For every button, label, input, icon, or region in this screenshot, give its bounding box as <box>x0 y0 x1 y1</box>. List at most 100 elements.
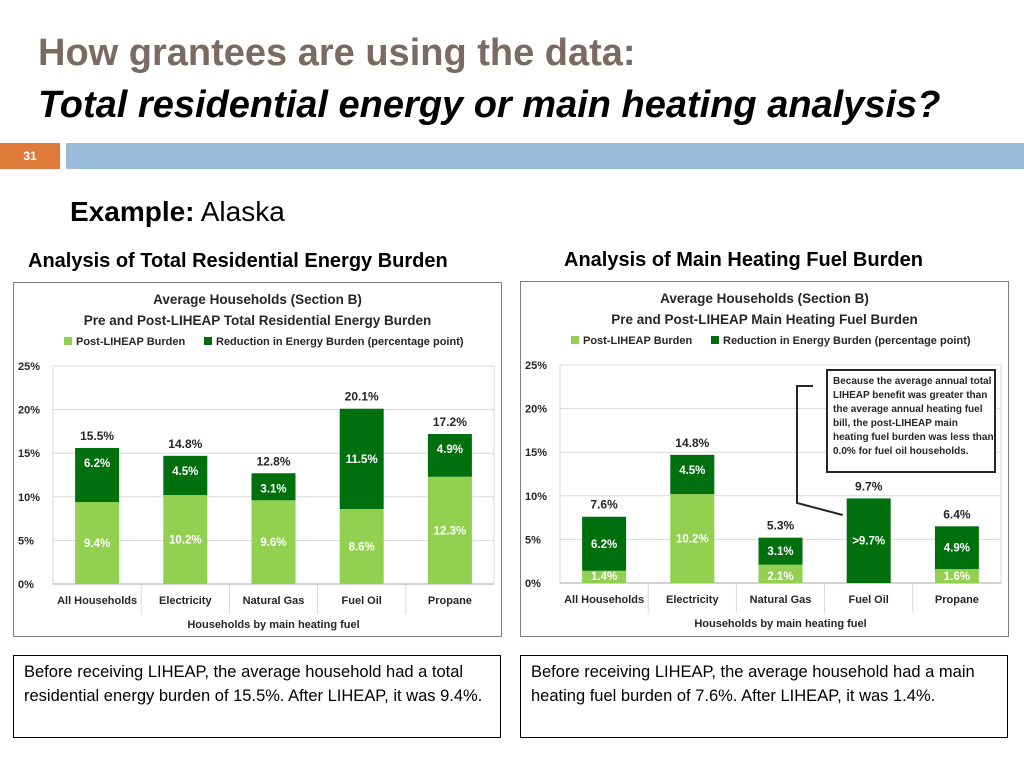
data-label-post-2: 2.1% <box>767 571 793 583</box>
x-tick-label-3: Fuel Oil <box>849 594 889 606</box>
data-label-post-1: 10.2% <box>169 535 202 547</box>
y-tick-label: 20% <box>525 404 547 416</box>
data-label-reduction-4: 4.9% <box>944 543 970 555</box>
data-label-total-1: 14.8% <box>675 436 709 450</box>
data-label-post-3: 8.6% <box>349 542 375 554</box>
bar-reduction-1 <box>670 454 715 495</box>
bar-reduction-3 <box>846 498 891 583</box>
bar-reduction-3 <box>339 408 384 510</box>
legend-label-post: Post-LIHEAP Burden <box>76 336 185 348</box>
y-tick-label: 25% <box>525 360 547 372</box>
x-axis-title: Households by main heating fuel <box>187 619 359 631</box>
data-label-total-4: 6.4% <box>943 507 971 521</box>
chart-total-residential: Average Households (Section B) Pre and Po… <box>13 282 502 637</box>
legend-swatch-post <box>571 336 579 344</box>
data-label-post-0: 1.4% <box>591 571 617 583</box>
annotation-text: Because the average annual total LIHEAP b… <box>833 376 994 457</box>
data-label-reduction-4: 4.9% <box>437 444 463 456</box>
annotation-line: the average annual heating fuel <box>833 404 983 415</box>
data-label-reduction-1: 4.5% <box>679 465 705 477</box>
bar-post-2 <box>251 500 296 584</box>
annotation-line: Because the average annual total <box>833 376 992 387</box>
x-axis-title: Households by main heating fuel <box>694 618 866 630</box>
legend-label-reduction: Reduction in Energy Burden (percentage p… <box>216 336 464 348</box>
chart-main-heating: Average Households (Section B) Pre and Po… <box>520 281 1009 637</box>
y-tick-label: 0% <box>18 579 34 591</box>
bar-reduction-4 <box>934 526 979 570</box>
data-label-total-3: 20.1% <box>345 390 379 404</box>
data-label-post-4: 1.6% <box>944 571 970 583</box>
data-label-total-2: 12.8% <box>256 454 290 468</box>
bar-post-4 <box>934 569 979 583</box>
bar-reduction-2 <box>758 537 803 565</box>
y-tick-label: 25% <box>18 361 40 373</box>
x-tick-label-4: Propane <box>428 595 472 607</box>
note-right: Before receiving LIHEAP, the average hou… <box>520 655 1008 738</box>
example-value: Alaska <box>200 196 285 227</box>
y-tick-label: 5% <box>18 535 34 547</box>
x-tick-label-3: Fuel Oil <box>342 595 382 607</box>
note-left: Before receiving LIHEAP, the average hou… <box>13 655 501 738</box>
annotation-line: LIHEAP benefit was greater than <box>833 390 987 401</box>
x-tick-label-0: All Households <box>564 594 644 606</box>
data-label-total-0: 7.6% <box>590 498 618 512</box>
data-label-total-2: 5.3% <box>767 519 795 533</box>
y-tick-label: 0% <box>525 578 541 590</box>
data-label-total-4: 17.2% <box>433 415 467 429</box>
bar-post-1 <box>163 495 208 584</box>
chart-title: Average Households (Section B) <box>660 291 869 306</box>
bar-post-0 <box>75 502 120 584</box>
data-label-reduction-3: >9.7% <box>852 536 885 548</box>
data-label-total-1: 14.8% <box>168 437 202 451</box>
legend-label-post: Post-LIHEAP Burden <box>583 335 692 347</box>
y-tick-label: 5% <box>525 534 541 546</box>
data-label-reduction-2: 3.1% <box>767 546 793 558</box>
bar-reduction-1 <box>163 455 208 496</box>
annotation-box <box>826 369 996 473</box>
y-tick-label: 20% <box>18 405 40 417</box>
data-label-reduction-1: 4.5% <box>172 466 198 478</box>
y-tick-label: 15% <box>18 448 40 460</box>
x-tick-label-4: Propane <box>935 594 979 606</box>
legend-swatch-reduction <box>711 336 719 344</box>
chart-title: Average Households (Section B) <box>153 292 362 307</box>
y-tick-label: 15% <box>525 447 547 459</box>
bar-reduction-2 <box>251 473 296 501</box>
legend-swatch-reduction <box>204 337 212 345</box>
example-label: Example: <box>70 196 195 227</box>
chart-total-residential-svg: Average Households (Section B) Pre and Po… <box>18 292 495 631</box>
x-tick-label-1: Electricity <box>666 594 719 606</box>
slide-title-line2: Total residential energy or main heating… <box>38 84 941 126</box>
bar-post-1 <box>670 494 715 583</box>
x-tick-label-2: Natural Gas <box>243 595 305 607</box>
legend-label-reduction: Reduction in Energy Burden (percentage p… <box>723 335 971 347</box>
bar-reduction-0 <box>75 447 120 503</box>
annotation-line: heating fuel burden was less than <box>833 432 994 443</box>
data-label-total-0: 15.5% <box>80 429 114 443</box>
data-label-reduction-2: 3.1% <box>260 483 286 495</box>
caption-right: Analysis of Main Heating Fuel Burden <box>564 249 923 271</box>
slide-title-line1: How grantees are using the data: <box>38 32 636 74</box>
example-line: Example: Alaska <box>70 196 285 228</box>
chart-subtitle: Pre and Post-LIHEAP Main Heating Fuel Bu… <box>611 312 918 327</box>
data-label-reduction-3: 11.5% <box>346 454 378 466</box>
chart-main-heating-svg: Average Households (Section B) Pre and Po… <box>525 291 1002 630</box>
bar-post-2 <box>758 564 803 583</box>
data-label-total-3: 9.7% <box>855 479 883 493</box>
annotation-pointer <box>796 385 843 516</box>
bar-post-3 <box>339 509 384 584</box>
chart-subtitle: Pre and Post-LIHEAP Total Residential En… <box>84 313 432 328</box>
y-tick-label: 10% <box>525 491 547 503</box>
annotation-line: bill, the post-LIHEAP main <box>833 418 958 429</box>
x-tick-label-2: Natural Gas <box>750 594 812 606</box>
legend-swatch-post <box>64 337 72 345</box>
data-label-post-2: 9.6% <box>260 537 286 549</box>
bar-reduction-0 <box>582 516 627 571</box>
header-divider-bar <box>66 143 1024 169</box>
bar-reduction-4 <box>427 434 472 477</box>
x-tick-label-1: Electricity <box>159 595 212 607</box>
data-label-post-1: 10.2% <box>676 534 709 546</box>
bar-post-4 <box>427 476 472 584</box>
bar-post-0 <box>582 570 627 583</box>
y-tick-label: 10% <box>18 492 40 504</box>
